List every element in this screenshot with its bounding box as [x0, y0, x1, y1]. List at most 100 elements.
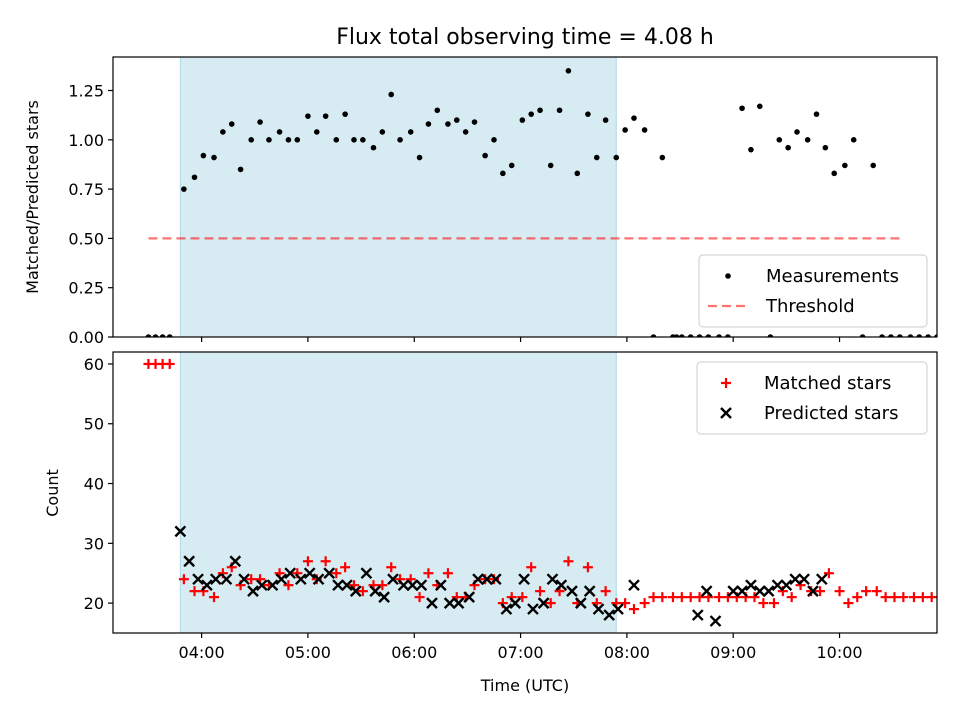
- predicted-star-stroke-b: [406, 579, 419, 592]
- measurement-point: [794, 129, 800, 135]
- measurement-point: [925, 334, 931, 337]
- matched-star-point: [620, 598, 631, 609]
- predicted-star-stroke-b: [481, 573, 493, 586]
- predicted-star-point: [518, 573, 530, 586]
- measurement-point: [220, 129, 226, 135]
- predicted-star-point: [369, 585, 382, 597]
- predicted-star-point: [349, 585, 362, 597]
- measurement-point: [659, 154, 666, 161]
- measurement-point: [679, 334, 685, 337]
- predicted-star-stroke-b: [323, 567, 336, 580]
- predicted-star-point: [426, 597, 438, 609]
- predicted-star-stroke-b: [415, 579, 428, 592]
- measurement-point: [425, 121, 432, 127]
- predicted-star-stroke-b: [472, 573, 484, 586]
- predicted-star-stroke-b: [762, 585, 775, 597]
- measurement-point: [725, 334, 731, 337]
- measurement-point: [482, 152, 488, 159]
- measurement-point: [613, 154, 620, 161]
- predicted-star-stroke-b: [489, 573, 502, 586]
- measurement-point: [191, 174, 198, 181]
- measurement-point: [379, 129, 386, 135]
- measurement-point: [907, 334, 914, 337]
- predicted-star-stroke-b: [753, 585, 766, 597]
- top-panel: 0.00 0.25 0.50 0.75 1.00 1.25 Measurements Thre…: [68, 56, 938, 347]
- predicted-star-point: [780, 579, 793, 592]
- measurement-point: [416, 154, 423, 161]
- predicted-star-point: [807, 585, 819, 597]
- measurement-point: [705, 334, 712, 337]
- predicted-star-point: [489, 573, 502, 586]
- y-tick-label: 0.00: [68, 328, 104, 347]
- measurement-point: [471, 119, 478, 125]
- y-tick-label: 40: [84, 475, 104, 494]
- predicted-star-stroke-b: [387, 573, 399, 586]
- plot-area: [145, 68, 937, 337]
- predicted-star-stroke-b: [509, 597, 522, 609]
- measurement-point: [407, 129, 414, 135]
- plot-area: [143, 358, 937, 627]
- measurement-point: [528, 111, 535, 117]
- predicted-star-point: [798, 573, 810, 586]
- predicted-star-point: [360, 567, 373, 580]
- y-tick-label: 1.00: [68, 131, 104, 150]
- measurement-point: [266, 137, 272, 143]
- predicted-star-stroke-b: [275, 573, 288, 586]
- predicted-star-stroke-b: [229, 555, 242, 568]
- predicted-star-point: [229, 555, 242, 568]
- predicted-star-point: [192, 573, 204, 586]
- measurement-point: [716, 334, 722, 337]
- matched-star-point: [786, 592, 797, 603]
- measurement-point: [859, 334, 866, 337]
- axes-frame: [112, 56, 938, 338]
- measurement-point: [434, 107, 441, 114]
- matched-star-point: [768, 598, 779, 609]
- legend: Matched stars Predicted stars: [696, 361, 928, 435]
- predicted-star-stroke-b: [566, 585, 578, 597]
- measurement-point: [870, 162, 877, 169]
- measurement-point: [305, 113, 311, 119]
- predicted-star-point: [727, 585, 740, 597]
- measurement-point: [813, 111, 820, 117]
- y-tick-label: 0.75: [68, 180, 104, 199]
- predicted-star-point: [247, 585, 259, 597]
- matched-star-point: [898, 592, 909, 603]
- matched-star-point: [377, 580, 388, 591]
- legend-label: Predicted stars: [764, 403, 898, 424]
- matched-star-point: [648, 592, 659, 603]
- matched-star-point: [823, 568, 834, 579]
- axes-frame: [112, 351, 938, 634]
- matched-star-point: [302, 556, 313, 567]
- matched-star-point: [639, 598, 650, 609]
- predicted-star-point: [612, 603, 624, 615]
- predicted-star-stroke-b: [397, 579, 410, 592]
- predicted-star-stroke-b: [220, 573, 233, 586]
- x-tick-label: 06:00: [391, 643, 437, 662]
- matched-star-point: [657, 592, 668, 603]
- predicted-star-stroke-b: [369, 585, 382, 597]
- measurement-point: [453, 117, 460, 123]
- measurement-point: [285, 137, 292, 143]
- measurement-point: [360, 137, 366, 143]
- matched-star-point: [749, 592, 760, 603]
- predicted-star-point: [220, 573, 233, 586]
- predicted-star-stroke-b: [527, 603, 539, 615]
- measurement-point: [748, 146, 754, 153]
- predicted-star-point: [434, 579, 447, 592]
- predicted-star-stroke-b: [555, 579, 568, 592]
- measurement-point: [822, 144, 829, 151]
- measurement-point: [631, 115, 637, 121]
- x-axis-label: Time (UTC): [480, 676, 569, 695]
- predicted-star-point: [415, 579, 428, 592]
- predicted-star-point: [312, 573, 325, 586]
- predicted-star-stroke-b: [201, 579, 213, 592]
- predicted-star-point: [537, 597, 550, 609]
- predicted-star-stroke-b: [426, 597, 438, 609]
- measurement-point: [916, 334, 923, 337]
- matched-star-point: [600, 586, 611, 597]
- matched-star-point: [722, 592, 733, 603]
- matched-star-point: [685, 592, 696, 603]
- matched-star-point: [676, 592, 687, 603]
- predicted-star-stroke-b: [583, 585, 596, 597]
- predicted-star-point: [378, 591, 390, 603]
